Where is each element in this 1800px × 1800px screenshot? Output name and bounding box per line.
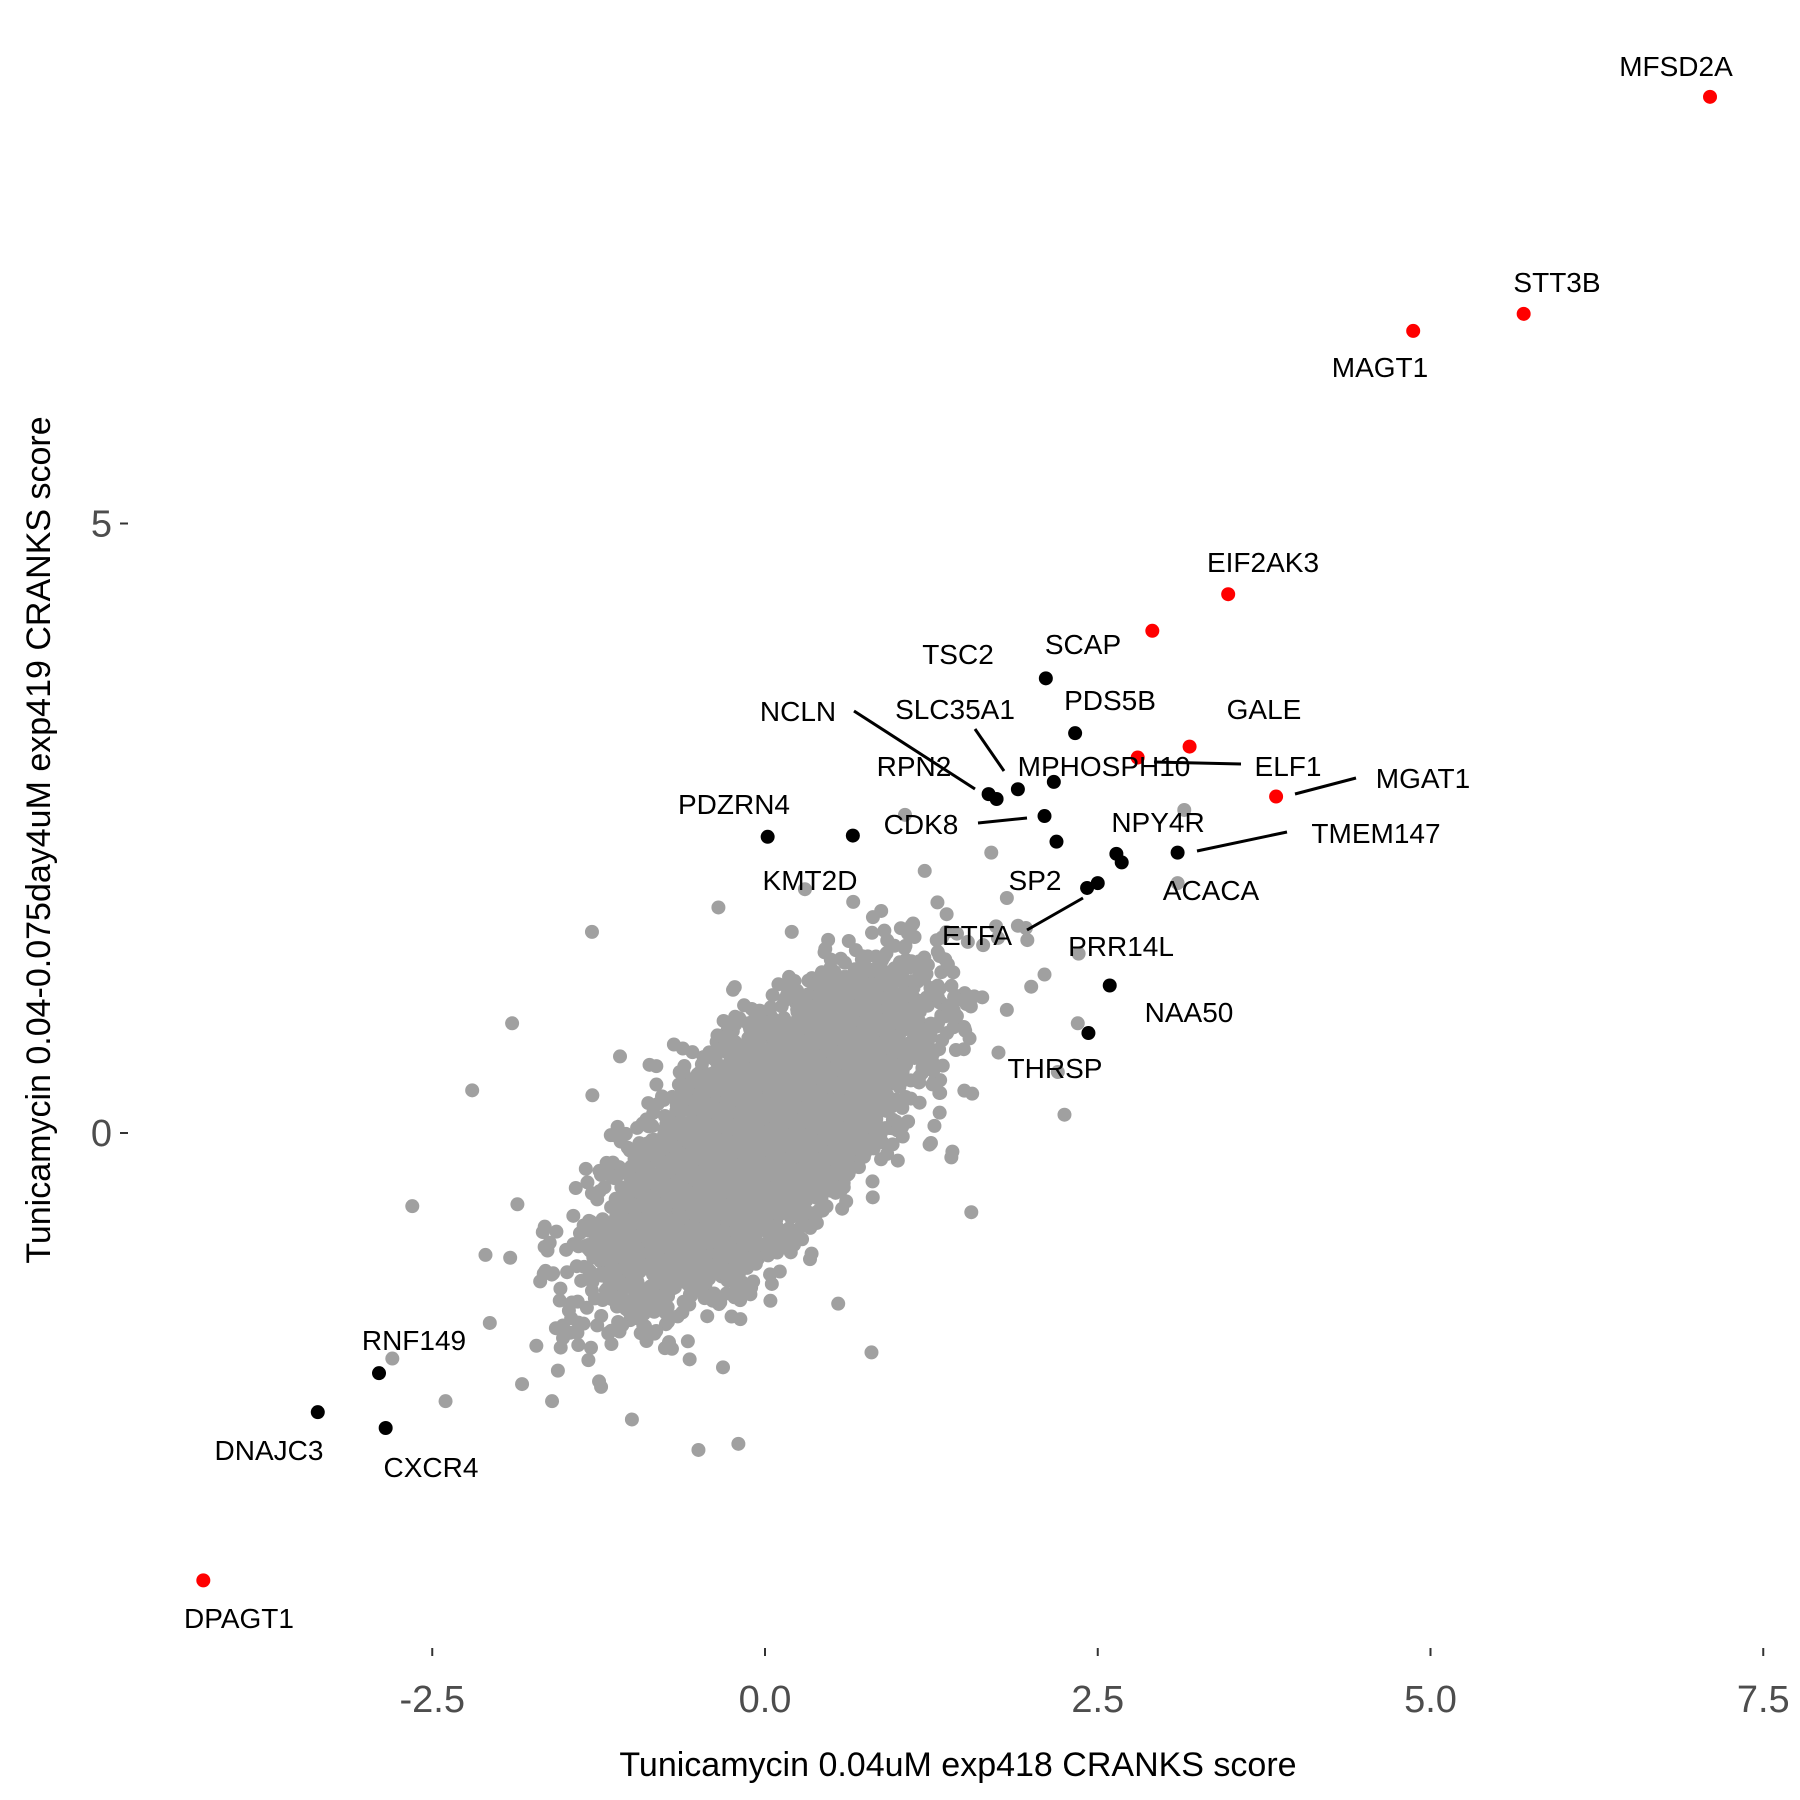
background-point bbox=[733, 1312, 748, 1327]
background-point bbox=[787, 1237, 802, 1252]
background-point bbox=[680, 1334, 695, 1349]
background-point bbox=[556, 1331, 571, 1346]
background-point bbox=[826, 1178, 841, 1193]
background-point bbox=[837, 955, 852, 970]
background-point bbox=[989, 919, 1004, 934]
background-point bbox=[639, 1333, 654, 1348]
background-point bbox=[572, 1226, 587, 1241]
background-point bbox=[571, 1338, 586, 1353]
background-point bbox=[649, 1077, 664, 1092]
background-point bbox=[877, 923, 892, 938]
background-point bbox=[594, 1379, 609, 1394]
background-point bbox=[890, 1153, 905, 1168]
background-point bbox=[711, 1297, 726, 1312]
background-point bbox=[637, 1288, 652, 1303]
background-point bbox=[560, 1265, 575, 1280]
background-point bbox=[885, 1137, 900, 1152]
background-point bbox=[566, 1208, 581, 1223]
background-point bbox=[597, 1180, 612, 1195]
background-point bbox=[581, 1353, 596, 1368]
background-point bbox=[723, 1039, 738, 1054]
background-point bbox=[649, 1323, 664, 1338]
background-point bbox=[645, 1119, 660, 1134]
background-point bbox=[593, 1167, 608, 1182]
background-point bbox=[787, 1223, 802, 1238]
background-point bbox=[555, 1318, 570, 1333]
background-point bbox=[716, 1360, 731, 1375]
background-point bbox=[1071, 946, 1086, 961]
background-point bbox=[615, 1318, 630, 1333]
background-point bbox=[601, 1325, 616, 1340]
background-points bbox=[385, 802, 1192, 1457]
background-point bbox=[934, 930, 949, 945]
background-point bbox=[737, 998, 752, 1013]
background-point bbox=[877, 949, 892, 964]
background-point bbox=[550, 1363, 565, 1378]
background-point bbox=[935, 1033, 950, 1048]
background-point bbox=[963, 999, 978, 1014]
background-point bbox=[540, 1243, 555, 1258]
background-point bbox=[949, 926, 964, 941]
background-point bbox=[660, 1315, 675, 1330]
background-point bbox=[999, 1002, 1014, 1017]
background-point bbox=[684, 1288, 699, 1303]
background-point bbox=[578, 1161, 593, 1176]
background-point bbox=[650, 1096, 665, 1111]
background-point bbox=[600, 1281, 615, 1296]
background-point bbox=[946, 965, 961, 980]
background-point bbox=[965, 1086, 980, 1101]
background-point bbox=[763, 1293, 778, 1308]
background-point bbox=[583, 1340, 598, 1355]
background-point bbox=[686, 1148, 701, 1163]
background-point bbox=[765, 988, 780, 1003]
background-point bbox=[553, 1281, 568, 1296]
background-point bbox=[957, 1020, 972, 1035]
background-point bbox=[700, 1309, 715, 1324]
background-point bbox=[503, 1250, 518, 1265]
background-point bbox=[803, 1252, 818, 1267]
background-point bbox=[568, 1181, 583, 1196]
background-point bbox=[763, 1000, 778, 1015]
background-point bbox=[727, 980, 742, 995]
background-point bbox=[846, 894, 861, 909]
background-point bbox=[571, 1239, 586, 1254]
background-point bbox=[912, 1095, 927, 1110]
background-point bbox=[515, 1377, 530, 1392]
background-point bbox=[549, 1224, 564, 1239]
background-point bbox=[675, 1041, 690, 1056]
background-point bbox=[571, 1315, 586, 1330]
background-point bbox=[580, 1175, 595, 1190]
background-point bbox=[991, 1045, 1006, 1060]
background-point bbox=[932, 1105, 947, 1120]
background-point bbox=[874, 1152, 889, 1167]
background-point bbox=[879, 1087, 894, 1102]
background-point bbox=[818, 942, 833, 957]
background-point bbox=[923, 1135, 938, 1150]
background-point bbox=[630, 1120, 645, 1135]
background-point bbox=[580, 1262, 595, 1277]
background-point bbox=[599, 1155, 614, 1170]
background-point bbox=[570, 1294, 585, 1309]
background-point bbox=[574, 1273, 589, 1288]
background-point bbox=[603, 1128, 618, 1143]
background-point bbox=[976, 938, 991, 953]
background-point bbox=[925, 1077, 940, 1092]
background-point bbox=[510, 1197, 525, 1212]
background-point bbox=[895, 1100, 910, 1115]
background-point bbox=[930, 895, 945, 910]
background-point bbox=[939, 907, 954, 922]
background-point bbox=[835, 1201, 850, 1216]
background-point bbox=[482, 1315, 497, 1330]
background-point bbox=[761, 1248, 776, 1263]
background-point bbox=[893, 921, 908, 936]
background-point bbox=[613, 1049, 628, 1064]
background-point bbox=[1020, 933, 1035, 948]
background-point bbox=[784, 924, 799, 939]
background-point bbox=[682, 1352, 697, 1367]
background-point bbox=[604, 1337, 619, 1352]
